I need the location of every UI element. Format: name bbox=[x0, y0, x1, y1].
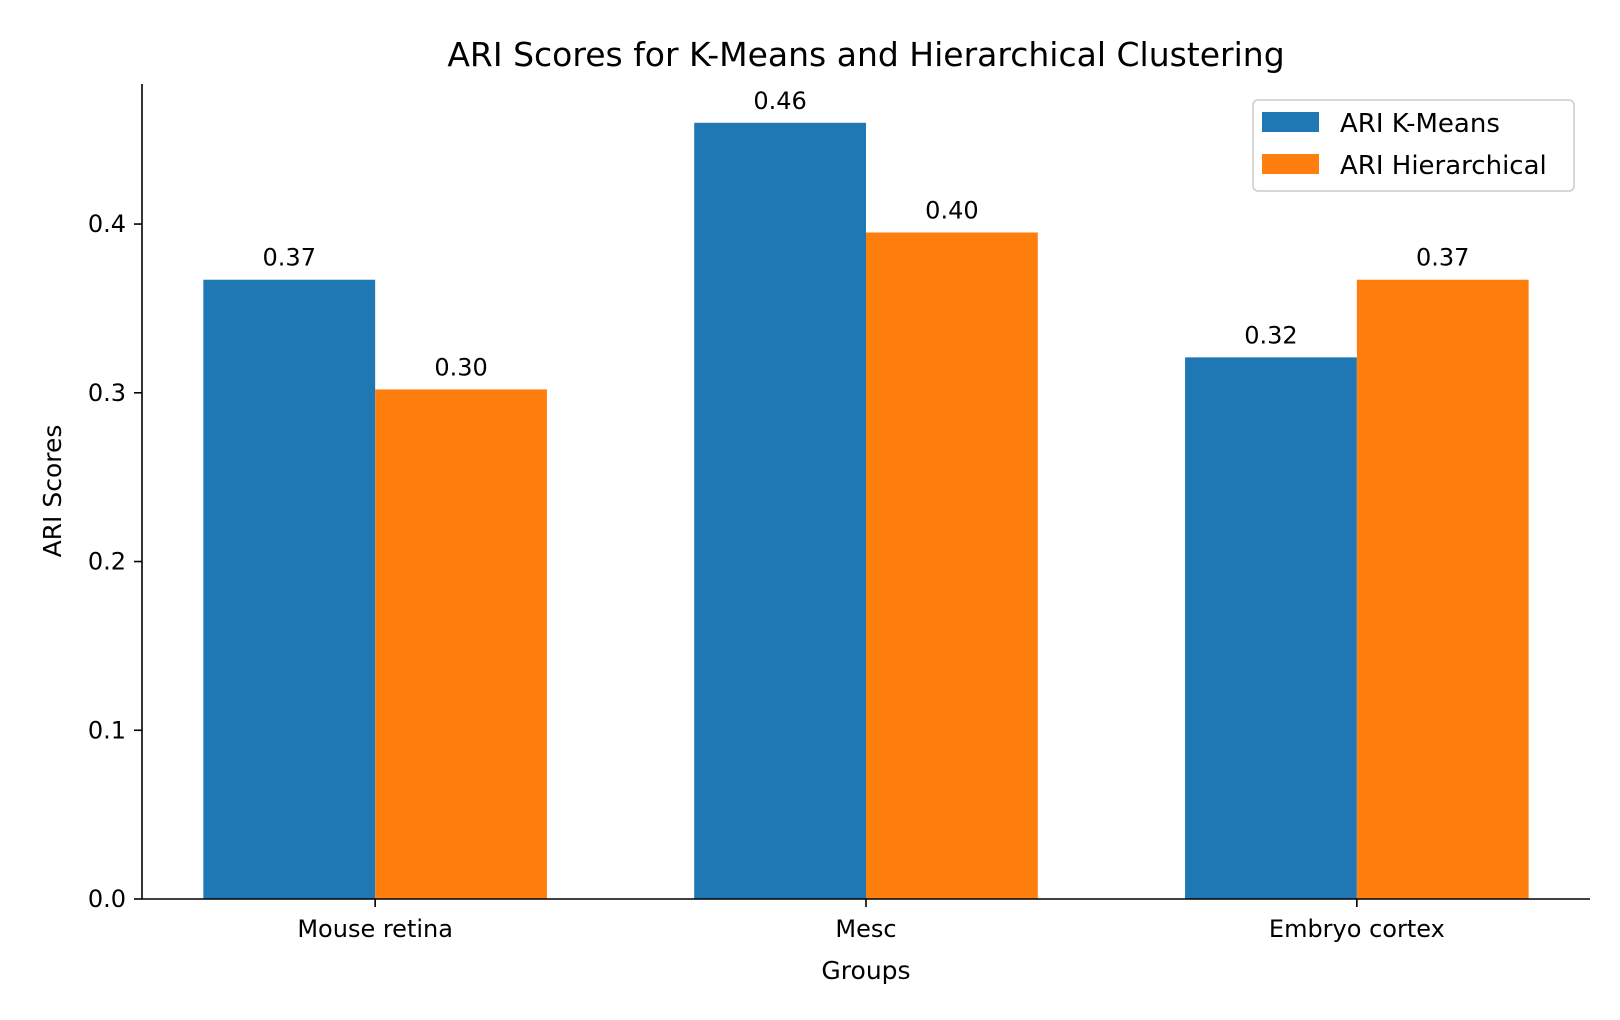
bar-ari-k-means-mesc bbox=[694, 122, 866, 900]
bar-ari-hierarchical-mesc bbox=[866, 232, 1038, 899]
y-tick-label: 0.2 bbox=[88, 548, 126, 576]
y-tick-label: 0.4 bbox=[88, 210, 126, 238]
bar-ari-hierarchical-mouse-retina bbox=[375, 389, 547, 899]
bar-label-ari-k-means-mouse-retina: 0.37 bbox=[263, 244, 316, 272]
x-tick-label-mesc: Mesc bbox=[835, 915, 896, 943]
x-axis: Mouse retina Mesc Embryo cortex bbox=[142, 898, 1590, 943]
legend-swatch-hierarchical bbox=[1262, 154, 1319, 174]
bar-label-ari-hierarchical-mesc: 0.40 bbox=[925, 196, 978, 224]
y-tick-label: 0.1 bbox=[88, 716, 126, 744]
x-tick-label-embryo-cortex: Embryo cortex bbox=[1269, 915, 1445, 943]
bar-label-ari-k-means-mesc: 0.46 bbox=[753, 87, 806, 115]
legend: ARI K-Means ARI Hierarchical bbox=[1252, 99, 1575, 192]
x-tick-label-mouse-retina: Mouse retina bbox=[297, 915, 453, 943]
bar-label-ari-hierarchical-embryo-cortex: 0.37 bbox=[1416, 244, 1469, 272]
bar-ari-hierarchical-embryo-cortex bbox=[1356, 279, 1529, 899]
y-axis-label: ARI Scores bbox=[38, 425, 67, 558]
chart-title: ARI Scores for K-Means and Hierarchical … bbox=[447, 35, 1284, 74]
legend-label-kmeans: ARI K-Means bbox=[1340, 109, 1500, 139]
y-axis: 0.0 0.1 0.2 0.3 0.4 bbox=[88, 84, 143, 913]
bar-ari-k-means-mouse-retina bbox=[203, 279, 376, 899]
y-tick-label: 0.0 bbox=[88, 885, 126, 913]
legend-frame bbox=[1252, 99, 1575, 192]
bar-label-ari-k-means-embryo-cortex: 0.32 bbox=[1244, 321, 1297, 349]
legend-label-hierarchical: ARI Hierarchical bbox=[1340, 151, 1547, 181]
bar-value-labels: 0.37 0.46 0.32 0.30 0.40 0.37 bbox=[263, 87, 1470, 382]
bar-label-ari-hierarchical-mouse-retina: 0.30 bbox=[434, 353, 487, 381]
x-axis-label: Groups bbox=[821, 956, 910, 985]
bar-ari-k-means-embryo-cortex bbox=[1185, 357, 1357, 900]
y-tick-label: 0.3 bbox=[88, 379, 126, 407]
legend-swatch-kmeans bbox=[1262, 112, 1319, 132]
bars-group bbox=[203, 122, 1529, 900]
